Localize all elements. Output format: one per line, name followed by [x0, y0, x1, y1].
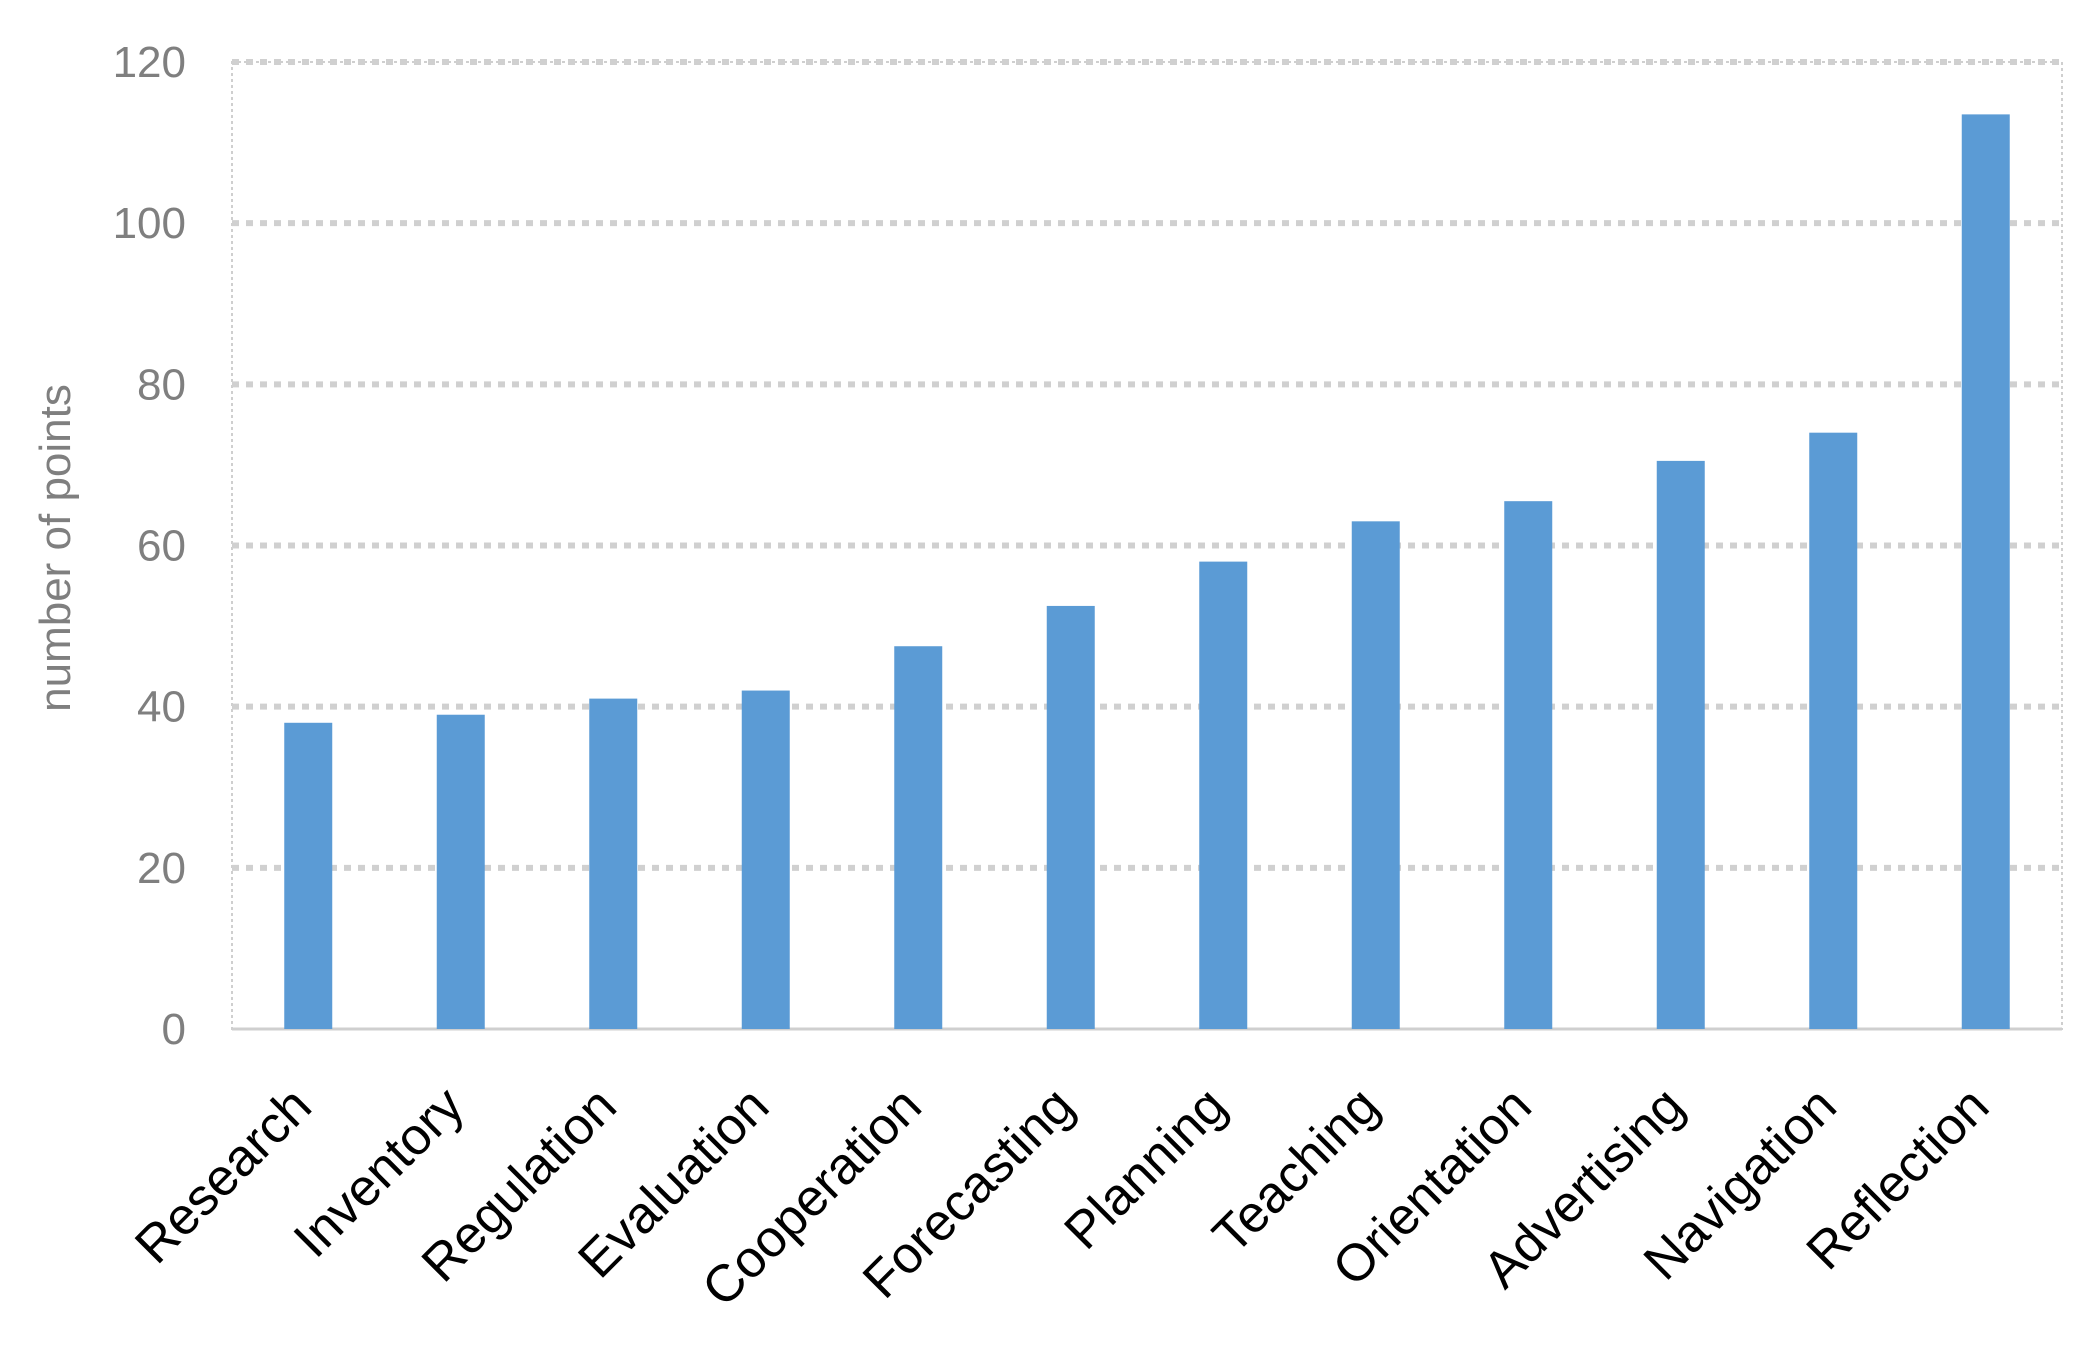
bar-evaluation — [741, 690, 790, 1029]
x-category-label: Research — [124, 1076, 322, 1274]
y-tick-label: 60 — [137, 522, 186, 571]
y-tick-label: 80 — [137, 360, 186, 409]
bar-teaching — [1351, 521, 1400, 1029]
bar-advertising — [1656, 460, 1705, 1029]
bar-planning — [1199, 561, 1248, 1029]
bar-cooperation — [894, 646, 943, 1029]
y-tick-label: 40 — [137, 683, 186, 732]
bar-orientation — [1504, 501, 1553, 1029]
gridlines — [231, 59, 2063, 1031]
y-tick-label: 120 — [113, 38, 186, 87]
y-tick-label: 20 — [137, 844, 186, 893]
y-tick-label: 100 — [113, 199, 186, 248]
bar-reflection — [1961, 114, 2010, 1030]
bars — [284, 114, 2010, 1030]
y-tick-label: 0 — [162, 1005, 186, 1054]
bar-navigation — [1809, 432, 1858, 1029]
x-category-labels: ResearchInventoryRegulationEvaluationCoo… — [124, 1076, 2000, 1317]
bar-forecasting — [1046, 605, 1095, 1029]
bar-research — [284, 722, 333, 1029]
bar-regulation — [589, 698, 638, 1029]
y-axis-title: number of points — [31, 384, 80, 712]
bar-inventory — [436, 714, 485, 1029]
y-tick-labels: 0 20 40 60 80 100 120 — [113, 38, 186, 1054]
